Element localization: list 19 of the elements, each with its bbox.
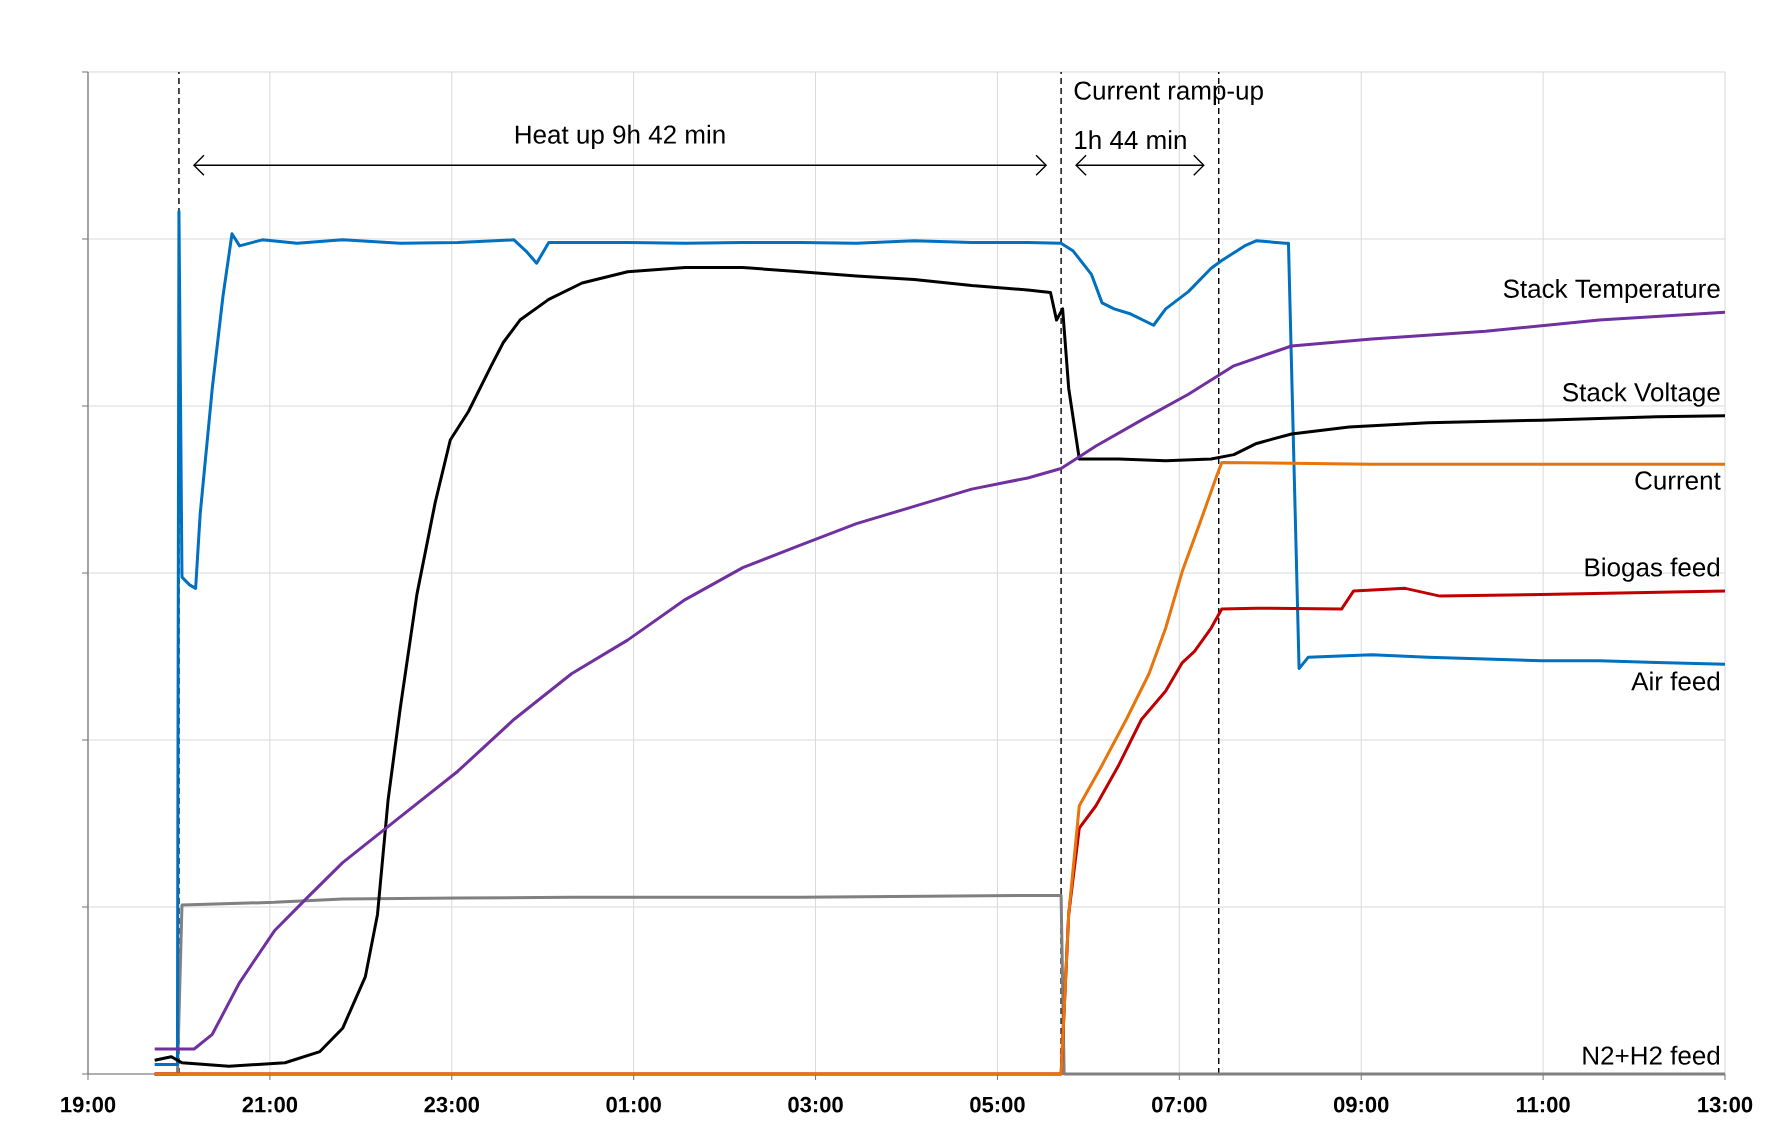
text: Heat up 9h 42 min (515, 124, 725, 149)
series-label: N2+H2 feed (1583, 1045, 1720, 1065)
text: 1h 44 min (1075, 130, 1186, 149)
series-label: Biogas feed (1585, 557, 1720, 582)
x-tick-label: 01:00 (606, 1096, 661, 1113)
x-tick-label: 11:00 (1516, 1096, 1570, 1113)
series-label: Current (1635, 471, 1721, 490)
text: Current ramp-up (1074, 81, 1263, 105)
x-tick-label: 09:00 (1333, 1096, 1389, 1113)
series-label: Stack Voltage (1562, 382, 1720, 407)
x-tick-label: 05:00 (970, 1096, 1025, 1113)
x-tick-label: 13:00 (1698, 1096, 1753, 1113)
x-tick-label: 19:00 (61, 1096, 116, 1113)
x-tick-label: 21:00 (242, 1096, 298, 1113)
x-tick-label: 03:00 (788, 1096, 843, 1113)
series-label: Air feed (1631, 671, 1720, 691)
x-tick-label: 23:00 (424, 1096, 479, 1113)
x-tick-label: 07:00 (1152, 1096, 1207, 1113)
series-label: Stack Temperature (1503, 278, 1720, 304)
